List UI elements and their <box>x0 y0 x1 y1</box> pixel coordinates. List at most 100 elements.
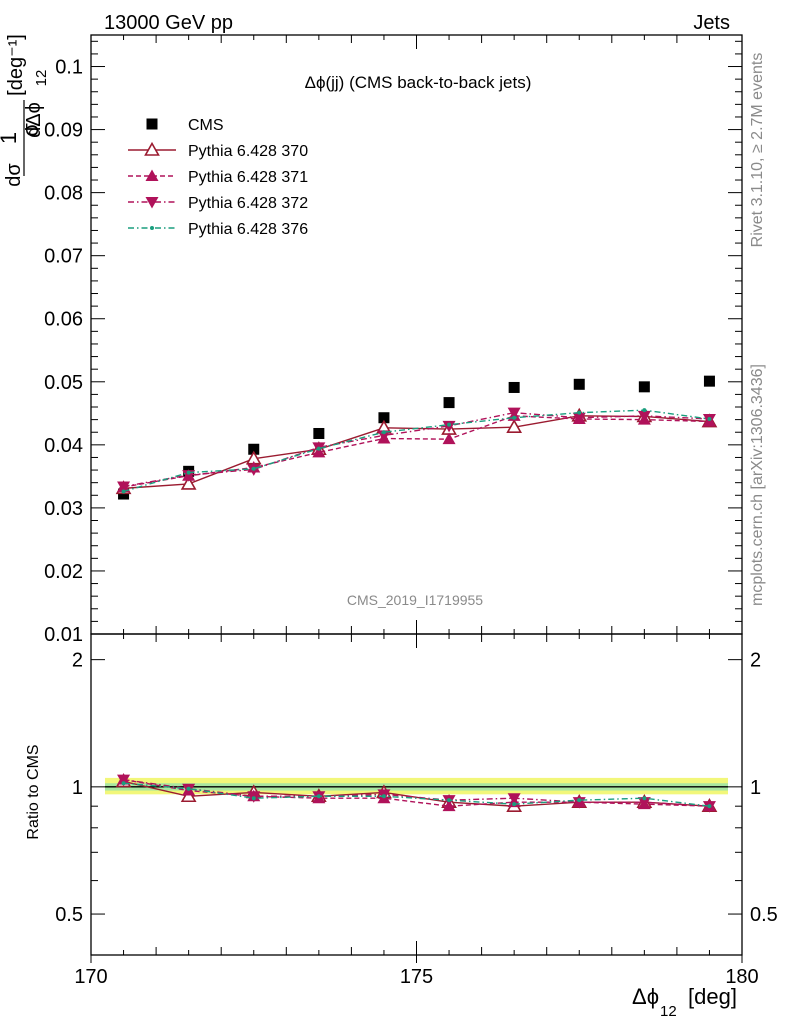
main-y-tick-label: 0.05 <box>44 372 83 394</box>
data-point <box>642 408 647 413</box>
legend-label: Pythia 6.428 370 <box>188 143 308 160</box>
ratio-series-line <box>123 782 710 807</box>
legend-marker <box>144 141 160 156</box>
data-point <box>442 432 456 445</box>
data-point <box>180 475 197 490</box>
mcplots-label: mcplots.cern.ch [arXiv:1306.3436] <box>749 364 766 606</box>
data-point <box>447 422 452 427</box>
legend: CMS Pythia 6.428 370 Pythia 6.428 371 Pythi… <box>128 117 308 238</box>
main-y-tick-label: 0.08 <box>44 183 83 205</box>
data-point <box>186 470 191 475</box>
svg-text:12: 12 <box>33 70 50 87</box>
ratio-data-point <box>507 793 521 805</box>
ratio-y-tick-label-right: 2 <box>750 650 761 672</box>
legend-marker <box>150 226 154 230</box>
ratio-data-point <box>316 794 321 799</box>
ratio-data-point <box>381 794 386 799</box>
series-pythia-6-428-370 <box>115 407 718 495</box>
data-point <box>506 419 523 433</box>
x-axis-label: Δϕ 12 [deg] <box>632 984 737 1020</box>
legend-label: Pythia 6.428 371 <box>188 169 308 186</box>
data-point <box>508 381 520 393</box>
data-point <box>572 412 586 425</box>
ratio-data-point <box>121 781 126 786</box>
chart-title: Δϕ(jj) (CMS back-to-back jets) <box>305 73 532 92</box>
legend-label: CMS <box>188 117 224 134</box>
ratio-series-pythia-6-428-376 <box>121 781 712 809</box>
series-line <box>123 411 710 488</box>
data-point <box>117 481 131 493</box>
data-point <box>248 443 260 455</box>
data-point <box>442 420 456 433</box>
data-point <box>313 427 325 439</box>
svg-text:1: 1 <box>0 132 21 144</box>
data-point <box>507 407 521 420</box>
ratio-y-tick-label: 2 <box>72 650 83 672</box>
legend-marker <box>145 197 159 209</box>
main-y-tick-label: 0.06 <box>44 309 83 331</box>
main-y-tick-label: 0.02 <box>44 561 83 583</box>
main-y-tick-label: 0.03 <box>44 498 83 520</box>
legend-label: Pythia 6.428 372 <box>188 195 308 212</box>
legend-item: Pythia 6.428 371 <box>128 169 308 186</box>
data-point <box>707 416 712 421</box>
data-point <box>377 430 391 442</box>
ratio-y-tick-label: 0.5 <box>55 904 83 926</box>
ratio-y-axis-label: Ratio to CMS <box>25 744 42 839</box>
svg-text:12: 12 <box>660 1003 677 1020</box>
ratio-data-point <box>707 804 712 809</box>
x-tick-label: 180 <box>725 966 758 988</box>
data-point <box>577 410 582 415</box>
ratio-panel: 170 175 180 0.5 0.5 1 1 2 2 <box>55 633 778 988</box>
data-point <box>512 415 517 420</box>
legend-marker <box>146 118 158 130</box>
data-point <box>703 375 715 387</box>
ratio-data-point <box>447 798 452 803</box>
svg-text:[deg⁻¹]: [deg⁻¹] <box>5 34 27 96</box>
series-line <box>123 415 710 488</box>
legend-item: Pythia 6.428 376 <box>128 221 308 238</box>
ratio-data-point <box>186 786 191 791</box>
legend-label: Pythia 6.428 376 <box>188 221 308 238</box>
svg-text:Δϕ: Δϕ <box>632 984 659 1009</box>
data-point <box>573 378 585 390</box>
legend-item: CMS <box>146 117 224 134</box>
data-point <box>121 489 126 494</box>
rivet-version-label: Rivet 3.1.10, ≥ 2.7M events <box>749 53 766 248</box>
legend-marker <box>145 169 159 181</box>
svg-text:dΔϕ: dΔϕ <box>23 102 45 138</box>
svg-text:[deg]: [deg] <box>688 984 737 1009</box>
ratio-data-point <box>512 802 517 807</box>
data-point <box>316 446 321 451</box>
data-point <box>443 397 455 409</box>
main-y-tick-label: 0.09 <box>44 120 83 142</box>
svg-text:dσ: dσ <box>3 163 25 187</box>
ratio-y-tick-label-right: 0.5 <box>750 904 778 926</box>
main-y-tick-label: 0.1 <box>55 57 83 79</box>
series-pythia-6-428-376 <box>121 408 712 494</box>
series-line <box>123 415 710 490</box>
ratio-data-point <box>117 774 131 787</box>
main-y-tick-label: 0.07 <box>44 246 83 268</box>
main-y-tick-label: 0.01 <box>44 624 83 646</box>
x-tick-label: 170 <box>74 966 107 988</box>
data-point <box>637 410 651 423</box>
ratio-data-point <box>637 797 651 809</box>
ratio-data-point <box>577 798 582 803</box>
data-point <box>251 466 256 471</box>
process-label: Jets <box>693 12 730 34</box>
series-line <box>123 409 710 493</box>
svg-text:σ: σ <box>18 123 43 137</box>
ratio-data-point <box>251 796 256 801</box>
x-tick-label: 175 <box>400 966 433 988</box>
main-y-axis-label: 1 σ dσ dΔϕ 12 [deg⁻¹] <box>0 34 50 187</box>
ratio-y-tick-label: 1 <box>72 777 83 799</box>
legend-item: Pythia 6.428 372 <box>128 195 308 212</box>
series-pythia-6-428-372 <box>117 407 716 493</box>
analysis-watermark: CMS_2019_I1719955 <box>347 592 483 608</box>
main-y-tick-label: 0.04 <box>44 435 83 457</box>
series-pythia-6-428-371 <box>117 409 716 493</box>
data-point <box>378 412 390 424</box>
series-cms <box>118 375 715 500</box>
